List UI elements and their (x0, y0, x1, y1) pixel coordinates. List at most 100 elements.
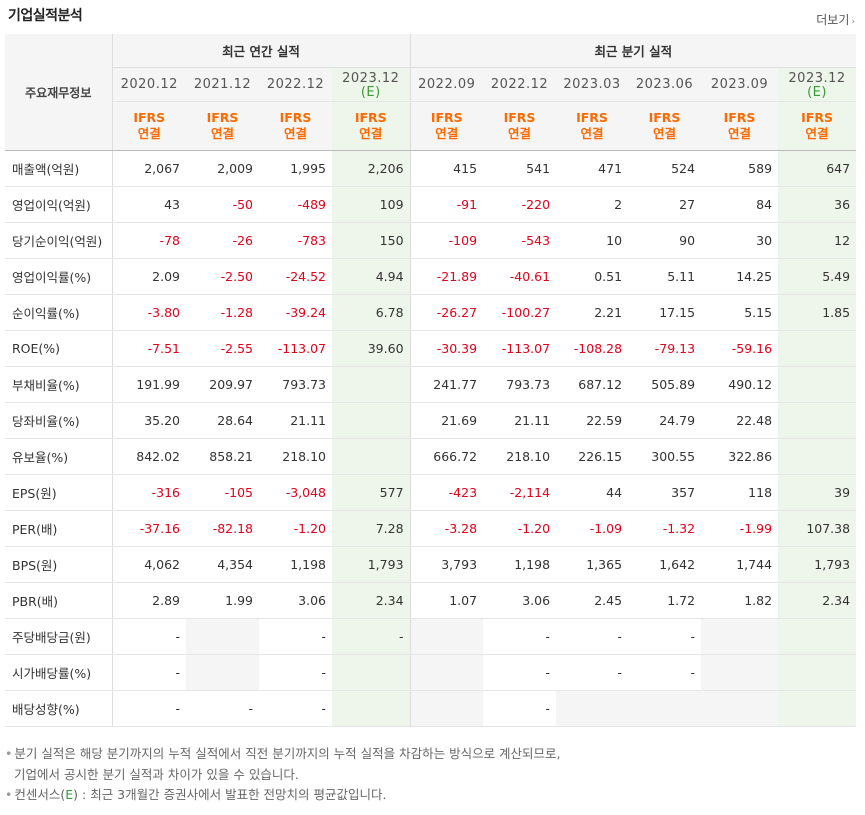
table-cell: 322.86 (701, 438, 779, 475)
more-link[interactable]: 더보기 › (816, 11, 855, 28)
table-cell: -113.07 (483, 330, 557, 367)
table-cell: 2 (556, 186, 629, 223)
period-header: 2023.12 (E) (332, 67, 411, 102)
ifrs-label: IFRS (354, 110, 387, 125)
consolidated-label: 연결 (508, 126, 532, 141)
table-cell: 300.55 (628, 438, 702, 475)
table-cell: - (628, 618, 702, 655)
table-cell: 1.99 (186, 582, 259, 619)
ifrs-header: IFRS 연결 (409, 101, 484, 151)
bullet: • (5, 746, 13, 761)
table-cell: 1,793 (332, 546, 411, 583)
row-label: EPS(원) (5, 474, 113, 511)
table-cell: 471 (556, 150, 629, 187)
period-label: 2021.12 (193, 77, 252, 92)
table-cell: 842.02 (112, 438, 186, 475)
period-header: 2020.12 (112, 67, 186, 102)
table-cell: 226.15 (556, 438, 629, 475)
chevron-right-icon[interactable]: › (851, 17, 855, 27)
row-label: 영업이익률(%) (5, 258, 113, 295)
table-cell: -7.51 (112, 330, 186, 367)
table-cell: 4.94 (332, 258, 411, 295)
table-cell: 3.06 (483, 582, 557, 619)
table-cell (186, 618, 259, 655)
table-cell: 5.49 (778, 258, 857, 295)
table-cell: 22.48 (701, 402, 779, 439)
table-cell: 647 (778, 150, 857, 187)
table-cell: -2.50 (186, 258, 259, 295)
period-label: 2023.06 (635, 77, 694, 92)
table-cell: 84 (701, 186, 779, 223)
consolidated-label: 연결 (359, 126, 383, 141)
section-title: 기업실적분석 (8, 8, 83, 24)
row-label: BPS(원) (5, 546, 113, 583)
footnote-2: • 컨센서스(E) : 최근 3개월간 증권사에서 발표한 전망치의 평균값입니다… (5, 785, 561, 806)
table-cell (332, 366, 411, 403)
table-cell: 5.15 (701, 294, 779, 331)
estimate-mark: (E) (807, 84, 827, 100)
row-label: 영업이익(억원) (5, 186, 113, 223)
period-label: 2023.09 (710, 77, 769, 92)
footnote-2-a: 컨센서스( (14, 787, 66, 802)
ifrs-label: IFRS (503, 110, 536, 125)
ifrs-header: IFRS 연결 (556, 101, 629, 151)
table-cell: -37.16 (112, 510, 186, 547)
table-cell: -100.27 (483, 294, 557, 331)
footnotes: • 분기 실적은 해당 분기까지의 누적 실적에서 직전 분기까지의 누적 실적을… (5, 744, 561, 806)
table-cell: -79.13 (628, 330, 702, 367)
table-cell: -1.09 (556, 510, 629, 547)
ifrs-row: IFRS 연결 IFRS 연결 IFRS 연결 IFRS 연결 IFRS 연결 IFRS 연결 IFRS… (5, 101, 857, 151)
table-cell: 1,793 (778, 546, 857, 583)
table-cell: -109 (409, 222, 484, 259)
consolidated-label: 연결 (435, 126, 459, 141)
table-cell: 1,642 (628, 546, 702, 583)
table-cell: -1.28 (186, 294, 259, 331)
table-row: ROE(%) -7.51 -2.55 -113.07 39.60 -30.39 -113.0… (5, 330, 857, 367)
table-cell: 6.78 (332, 294, 411, 331)
table-cell: 2.21 (556, 294, 629, 331)
more-label[interactable]: 더보기 (816, 13, 850, 27)
table-cell: -26 (186, 222, 259, 259)
table-cell (186, 654, 259, 691)
row-label: PER(배) (5, 510, 113, 547)
ifrs-label: IFRS (133, 110, 166, 125)
table-row: EPS(원) -316 -105 -3,048 577 -423 -2,114 44 357 11… (5, 474, 857, 511)
table-cell: 14.25 (701, 258, 779, 295)
table-row: 부채비율(%) 191.99 209.97 793.73 241.77 793.73 687… (5, 366, 857, 403)
row-label: 매출액(억원) (5, 150, 113, 187)
table-row: PBR(배) 2.89 1.99 3.06 2.34 1.07 3.06 2.45 1.72 1.… (5, 582, 857, 619)
table-cell: -3,048 (259, 474, 332, 511)
table-cell: 35.20 (112, 402, 186, 439)
table-cell: 1,744 (701, 546, 779, 583)
table-cell (409, 690, 484, 727)
table-cell: -543 (483, 222, 557, 259)
period-header: 2023.03 (556, 67, 629, 102)
table-cell: 241.77 (409, 366, 484, 403)
table-cell: -26.27 (409, 294, 484, 331)
table-cell: 43 (112, 186, 186, 223)
table-cell: 22.59 (556, 402, 629, 439)
table-cell: 28.64 (186, 402, 259, 439)
table-row: 영업이익(억원) 43 -50 -489 109 -91 -220 2 27 84 36 (5, 186, 857, 223)
consolidated-label: 연결 (728, 126, 752, 141)
row-label: 배당성향(%) (5, 690, 113, 727)
row-label: 주당배당금(원) (5, 618, 113, 655)
table-cell: 687.12 (556, 366, 629, 403)
table-cell: 30 (701, 222, 779, 259)
table-row: 주당배당금(원) - - - - - - (5, 618, 857, 655)
table-cell: -1.32 (628, 510, 702, 547)
table-cell: 209.97 (186, 366, 259, 403)
ifrs-label: IFRS (648, 110, 681, 125)
consolidated-label: 연결 (210, 126, 234, 141)
table-row: 매출액(억원) 2,067 2,009 1,995 2,206 415 541 471 524 5… (5, 150, 857, 187)
consolidated-label: 연결 (653, 126, 677, 141)
row-header-label: 주요재무정보 (5, 34, 113, 151)
table-cell (332, 402, 411, 439)
table-cell: 4,062 (112, 546, 186, 583)
table-cell (701, 618, 779, 655)
footnote-2-b: ) : 최근 3개월간 증권사에서 발표한 전망치의 평균값입니다. (73, 787, 387, 802)
ifrs-label: IFRS (279, 110, 312, 125)
period-header: 2022.09 (409, 67, 484, 102)
table-cell: 218.10 (259, 438, 332, 475)
ifrs-header: IFRS 연결 (701, 101, 779, 151)
